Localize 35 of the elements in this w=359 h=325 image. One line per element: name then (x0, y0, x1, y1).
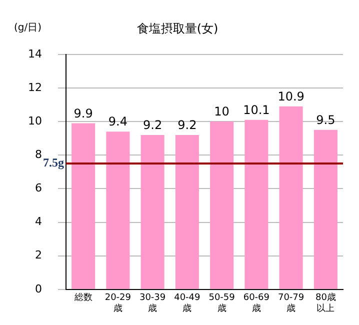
bar (244, 120, 268, 289)
y-tick-label: 10 (28, 114, 42, 128)
bar (106, 132, 130, 289)
y-tick-label: 8 (34, 148, 42, 161)
bar (140, 134, 164, 289)
x-tick-label: 60-69歳 (243, 293, 270, 314)
data-label: 9.2 (178, 118, 197, 132)
y-tick-label: 6 (34, 182, 42, 195)
x-tick-label: 40-49歳 (174, 293, 201, 314)
x-tick-label: 50-59歳 (208, 293, 236, 314)
y-tick-label: 12 (28, 80, 42, 94)
data-label: 10 (214, 104, 230, 119)
bar (72, 123, 96, 289)
bar (314, 130, 338, 289)
data-label: 10.9 (278, 90, 304, 104)
x-tick-label: 20-29歳 (104, 293, 132, 314)
bar (279, 106, 303, 289)
data-label: 9.9 (74, 106, 93, 120)
x-tick-label: 70-79歳 (278, 293, 304, 314)
data-label: 10.1 (243, 102, 270, 117)
bar (175, 134, 199, 289)
y-tick-label: 14 (28, 47, 42, 60)
y-tick-label: 0 (34, 282, 42, 296)
x-tick-label: 総数 (73, 292, 92, 304)
chart-title: 食塩摂取量(女) (136, 21, 218, 36)
x-tick-label: 30-39歳 (139, 293, 166, 314)
bar (210, 122, 234, 289)
x-tick-label: 80歳以上 (315, 292, 336, 314)
y-tick-label: 4 (34, 215, 42, 228)
ref-line-label: 7.5g (42, 156, 64, 170)
data-label: 9.5 (316, 113, 336, 128)
y-axis-title: (g/日) (14, 22, 42, 34)
data-label: 9.4 (108, 114, 128, 129)
data-label: 9.2 (143, 118, 162, 132)
y-tick-label: 2 (34, 248, 42, 262)
